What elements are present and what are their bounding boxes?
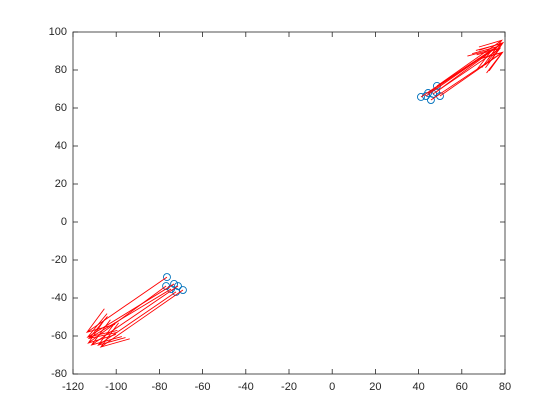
arrow <box>430 51 504 101</box>
y-tick-label: 100 <box>49 26 67 38</box>
y-tick-label: 80 <box>55 64 67 76</box>
x-tick-label: -100 <box>105 381 127 393</box>
x-tick-label: -40 <box>238 381 254 393</box>
arrow <box>425 45 499 97</box>
marker <box>163 273 171 282</box>
arrow <box>85 276 168 333</box>
x-tick-label: 20 <box>369 381 381 393</box>
y-tick-label: 20 <box>55 178 67 190</box>
marker <box>178 286 187 294</box>
marker <box>174 282 182 290</box>
y-tick-label: -80 <box>51 368 67 380</box>
marker <box>417 93 425 101</box>
y-tick-label: 40 <box>55 140 67 152</box>
arrow <box>97 291 177 346</box>
y-tick-label: -40 <box>51 292 67 304</box>
x-tick-label: 40 <box>412 381 424 393</box>
y-tick-label: -60 <box>51 330 67 342</box>
y-tick-label: 0 <box>61 216 67 228</box>
x-tick-label: -60 <box>195 381 211 393</box>
arrow <box>90 285 179 346</box>
x-tick-label: 60 <box>456 381 468 393</box>
x-tick-label: 0 <box>329 381 335 393</box>
x-tick-label: -120 <box>62 381 84 393</box>
arrow <box>87 285 167 344</box>
arrow <box>432 47 502 95</box>
x-tick-label: -80 <box>151 381 167 393</box>
x-tick-label: -20 <box>281 381 297 393</box>
y-tick-label: 60 <box>55 102 67 114</box>
y-tick-label: -20 <box>51 254 67 266</box>
x-tick-label: 80 <box>499 381 511 393</box>
